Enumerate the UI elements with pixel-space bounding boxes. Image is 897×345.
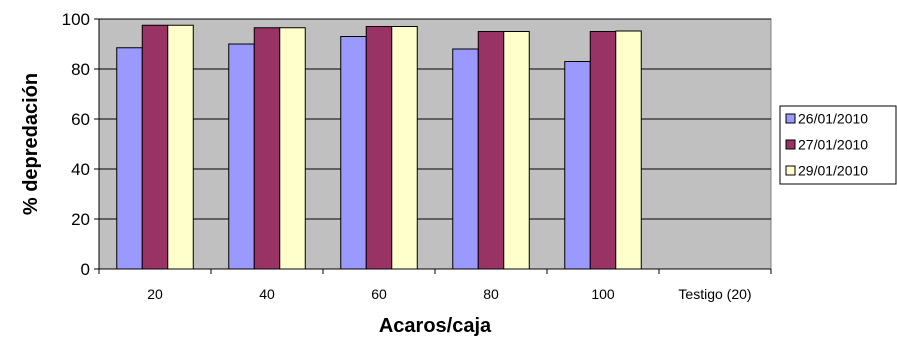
y-tick-label: 40	[71, 160, 90, 179]
bar-27-01-2010-40	[253, 27, 281, 270]
x-ticks: 20 40 60 80 100 Testigo (20)	[98, 269, 772, 302]
bar-27-01-2010-20	[141, 24, 169, 270]
legend-items: 26/01/2010 27/01/2010 29/01/2010	[785, 111, 868, 179]
x-tick-label: 100	[591, 286, 615, 302]
bar-27-01-2010-60	[365, 26, 393, 270]
bar-29-01-2010-80	[503, 31, 530, 270]
x-tick-label: 40	[259, 286, 275, 302]
bar-26-01-2010-40	[228, 43, 255, 270]
y-tick-label: 100	[62, 10, 90, 29]
plot-area	[98, 18, 772, 270]
bar-26-01-2010-60	[340, 36, 367, 270]
bar-29-01-2010-20	[167, 24, 194, 270]
y-ticks: 0 20 40 60 80 100	[62, 10, 99, 279]
legend-label: 27/01/2010	[798, 137, 868, 153]
bar-27-01-2010-100	[589, 31, 617, 270]
x-tick-label: 60	[371, 286, 387, 302]
legend-label: 26/01/2010	[798, 111, 868, 127]
bar-26-01-2010-20	[116, 47, 143, 270]
bar-29-01-2010-40	[279, 27, 306, 270]
legend-box	[779, 105, 897, 185]
gridlines	[99, 18, 771, 220]
bar-29-01-2010-100	[615, 30, 642, 270]
legend-swatch	[785, 113, 796, 124]
y-tick-label: 60	[71, 110, 90, 129]
y-tick-label: 80	[71, 60, 90, 79]
legend-label: 29/01/2010	[798, 163, 868, 179]
y-tick-label: 20	[71, 210, 90, 229]
y-axis-title: % depredación	[20, 73, 42, 215]
x-tick-label: 80	[483, 286, 499, 302]
legend-swatch	[785, 165, 796, 176]
bar-26-01-2010-100	[564, 61, 591, 270]
legend: 26/01/2010 27/01/2010 29/01/2010	[779, 105, 897, 185]
bar-26-01-2010-80	[452, 48, 479, 270]
y-tick-label: 0	[81, 260, 90, 279]
bar-29-01-2010-60	[391, 26, 418, 270]
bar-27-01-2010-80	[477, 31, 505, 270]
bars	[116, 24, 642, 270]
legend-swatch	[785, 139, 796, 150]
x-tick-label: 20	[147, 286, 163, 302]
x-axis-title: Acaros/caja	[379, 315, 492, 337]
x-tick-label: Testigo (20)	[678, 286, 751, 302]
